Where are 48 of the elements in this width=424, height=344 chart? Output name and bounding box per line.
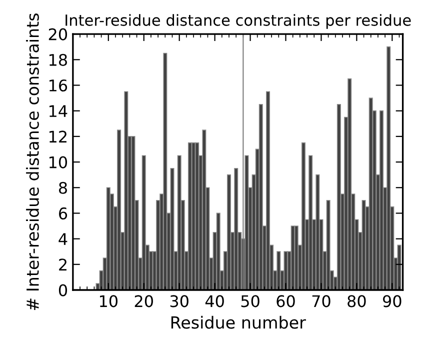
- bar: [170, 168, 174, 290]
- y-tick-label: 20: [48, 28, 68, 40]
- bar: [336, 104, 341, 290]
- chart-title: Inter-residue distance constraints per residue: [66, 14, 411, 29]
- bar: [258, 104, 263, 290]
- x-tick-label: 60: [276, 295, 295, 308]
- bar: [386, 46, 391, 290]
- y-tick-label: 2: [59, 258, 66, 270]
- bar: [142, 155, 146, 290]
- bar: [276, 251, 281, 290]
- bar: [163, 52, 168, 290]
- y-tick-label: 10: [49, 156, 68, 168]
- x-tick-label: 70: [312, 295, 330, 308]
- bar: [226, 174, 232, 290]
- bar: [266, 91, 270, 290]
- y-tick-label: 16: [49, 79, 68, 92]
- bar: [284, 251, 288, 290]
- bar: [316, 174, 320, 290]
- bar: [348, 78, 352, 290]
- y-tick-label: 0: [58, 284, 68, 296]
- x-tick-label: 80: [348, 295, 366, 308]
- bar: [234, 168, 238, 290]
- bar: [301, 142, 306, 290]
- y-tick-label: 18: [49, 54, 67, 66]
- bar: [294, 226, 298, 290]
- y-tick-label: 14: [49, 105, 68, 117]
- bar: [308, 155, 313, 290]
- y-tick-label: 4: [58, 233, 68, 245]
- bar: [326, 200, 330, 290]
- x-tick-label: 10: [100, 295, 118, 308]
- y-tick-label: 12: [49, 130, 66, 142]
- x-tick-label: 20: [134, 295, 153, 308]
- bar: [131, 136, 136, 290]
- y-tick-label: 6: [59, 207, 68, 220]
- y-axis-title: # Inter-residue distance constraints: [26, 14, 39, 310]
- bar: [397, 244, 402, 290]
- bar: [202, 130, 206, 290]
- x-tick-label: 40: [205, 295, 224, 308]
- x-tick-label: 30: [170, 295, 188, 308]
- y-tick-label: 8: [58, 182, 67, 194]
- bar: [106, 187, 110, 290]
- x-axis-title: Residue number: [171, 316, 306, 329]
- bar: [216, 212, 220, 290]
- bar: [177, 155, 182, 290]
- x-tick-label: 90: [383, 295, 402, 308]
- x-tick-label: 50: [241, 295, 260, 308]
- bar: [380, 110, 384, 290]
- bar: [117, 130, 122, 290]
